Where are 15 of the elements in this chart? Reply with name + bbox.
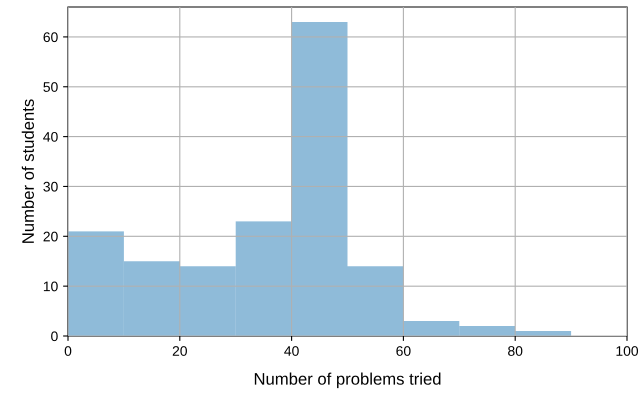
y-tick-label: 30 bbox=[43, 182, 58, 192]
x-tick-label: 40 bbox=[284, 346, 299, 356]
x-tick-label: 0 bbox=[64, 346, 72, 356]
y-tick-label: 10 bbox=[44, 281, 58, 292]
y-tick-label: 20 bbox=[44, 232, 58, 242]
x-axis-title: Number of problems tried bbox=[254, 372, 440, 388]
x-tick-label: 100 bbox=[616, 346, 638, 356]
x-tick-label: 60 bbox=[396, 346, 411, 356]
y-tick-label: 0 bbox=[51, 331, 58, 342]
y-tick-label: 50 bbox=[43, 82, 58, 92]
x-tick-label: 80 bbox=[508, 346, 522, 356]
y-tick-label: 60 bbox=[44, 32, 58, 42]
y-tick-label: 40 bbox=[43, 132, 58, 142]
y-axis-title: Number of students bbox=[22, 99, 34, 243]
x-tick-label: 20 bbox=[172, 346, 187, 356]
